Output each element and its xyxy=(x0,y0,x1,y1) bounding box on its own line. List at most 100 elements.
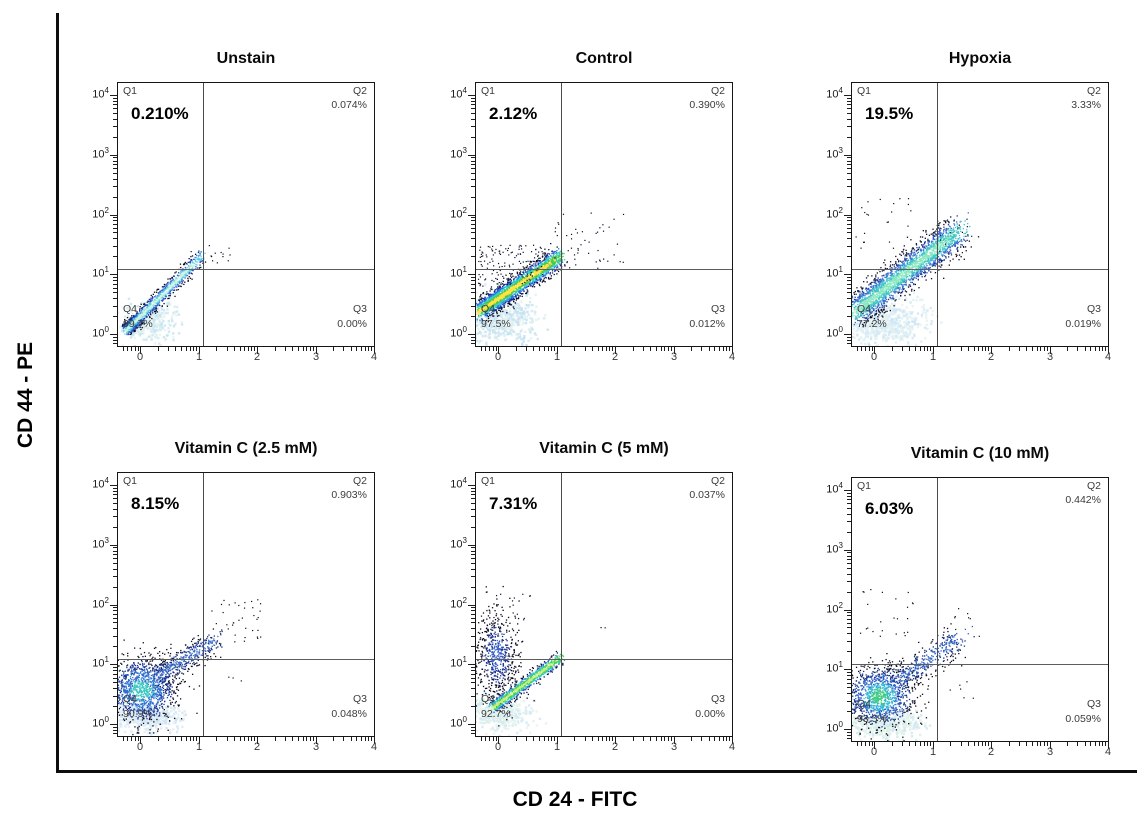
subplot-control: Control Q1 2.12% Q2 0.390% Q3 0.012% Q4 … xyxy=(429,48,737,382)
quadrant-q4-label: Q4 xyxy=(123,303,138,316)
quadrant-gate-vertical-line xyxy=(561,83,562,346)
quadrant-q3-value: 0.012% xyxy=(689,318,725,331)
plot-title: Unstain xyxy=(216,50,276,67)
quadrant-q2-value: 3.33% xyxy=(1071,99,1101,111)
y-tick-label: 102 xyxy=(92,206,109,221)
y-tick-label: 101 xyxy=(826,265,843,280)
quadrant-q1-label: Q1 xyxy=(481,85,496,97)
y-tick-label: 103 xyxy=(92,146,109,161)
quadrant-q4-label: Q4 xyxy=(123,693,138,706)
plot-title: Vitamin C (5 mM) xyxy=(539,440,669,457)
quadrant-q3-label: Q3 xyxy=(352,693,367,706)
quadrant-q4-value: 92.7% xyxy=(481,708,511,721)
y-tick-label: 100 xyxy=(450,325,467,340)
y-axis-label: CD 44 - PE xyxy=(14,341,37,449)
quadrant-q1-label: Q1 xyxy=(857,480,872,492)
y-tick-label: 100 xyxy=(450,715,467,730)
y-tick-label: 100 xyxy=(92,325,109,340)
quadrant-q2-value: 0.442% xyxy=(1065,494,1101,506)
quadrant-q2-label: Q2 xyxy=(1086,480,1101,492)
quadrant-q3-label: Q3 xyxy=(1086,698,1101,711)
quadrant-q3-value: 0.048% xyxy=(331,708,367,721)
quadrant-q3-value: 0.019% xyxy=(1065,318,1101,331)
y-tick-label: 101 xyxy=(92,655,109,670)
x-tick-label: 2 xyxy=(611,351,619,363)
quadrant-q3-label: Q3 xyxy=(352,303,367,316)
quadrant-q1-value: 8.15% xyxy=(131,494,180,513)
x-tick-label: 4 xyxy=(728,351,736,363)
x-tick-label: 0 xyxy=(494,741,502,753)
scatter-canvas xyxy=(118,473,374,736)
x-tick-label: 1 xyxy=(553,351,561,363)
plot-title: Hypoxia xyxy=(948,50,1012,67)
y-tick-label: 103 xyxy=(92,536,109,551)
x-tick-label: 3 xyxy=(1046,746,1054,758)
x-tick-label: 2 xyxy=(611,741,619,753)
x-tick-label: 2 xyxy=(987,746,995,758)
quadrant-q4-value: 99.7% xyxy=(123,318,153,331)
y-tick-label: 101 xyxy=(826,660,843,675)
subplot-unstain: Unstain Q1 0.210% Q2 0.074% Q3 0.00% Q4 … xyxy=(71,48,379,382)
y-tick-label: 101 xyxy=(450,655,467,670)
x-tick-label: 3 xyxy=(670,351,678,363)
plot-frame: Q1 2.12% Q2 0.390% Q3 0.012% Q4 97.5% xyxy=(475,82,733,347)
plot-title: Vitamin C (10 mM) xyxy=(910,445,1050,462)
subplot-vitamin-c-2-5mm: Vitamin C (2.5 mM) Q1 8.15% Q2 0.903% Q3… xyxy=(71,438,379,772)
y-tick-label: 102 xyxy=(450,596,467,611)
x-tick-label: 1 xyxy=(929,351,937,363)
quadrant-q4-label: Q4 xyxy=(857,698,872,711)
quadrant-gate-horizontal-line xyxy=(118,269,374,270)
y-tick-label: 103 xyxy=(826,146,843,161)
quadrant-q2-value: 0.903% xyxy=(331,489,367,501)
quadrant-q1-label: Q1 xyxy=(857,85,872,97)
quadrant-q3-value: 0.00% xyxy=(337,318,367,331)
x-tick-label: 1 xyxy=(195,351,203,363)
x-tick-label: 4 xyxy=(370,741,378,753)
quadrant-q2-label: Q2 xyxy=(1086,85,1101,97)
quadrant-gate-horizontal-line xyxy=(852,269,1108,270)
x-tick-label: 0 xyxy=(136,351,144,363)
x-tick-label: 2 xyxy=(253,351,261,363)
x-tick-label: 4 xyxy=(1104,746,1112,758)
x-tick-label: 3 xyxy=(312,741,320,753)
scatter-canvas xyxy=(476,473,732,736)
x-tick-label: 4 xyxy=(370,351,378,363)
quadrant-q2-label: Q2 xyxy=(352,85,367,97)
quadrant-q3-label: Q3 xyxy=(1086,303,1101,316)
y-tick-label: 104 xyxy=(92,476,109,491)
figure-y-axis-line xyxy=(56,13,59,773)
y-tick-label: 103 xyxy=(450,536,467,551)
quadrant-gate-vertical-line xyxy=(203,83,204,346)
scatter-canvas xyxy=(118,83,374,346)
y-tick-label: 102 xyxy=(826,206,843,221)
x-tick-label: 0 xyxy=(870,351,878,363)
quadrant-q4-label: Q4 xyxy=(481,693,496,706)
quadrant-gate-horizontal-line xyxy=(118,659,374,660)
x-tick-label: 2 xyxy=(253,741,261,753)
x-tick-label: 3 xyxy=(670,741,678,753)
quadrant-q3-label: Q3 xyxy=(710,303,725,316)
quadrant-q1-value: 7.31% xyxy=(489,494,538,513)
quadrant-q1-value: 2.12% xyxy=(489,104,538,123)
x-tick-label: 0 xyxy=(136,741,144,753)
quadrant-q2-label: Q2 xyxy=(710,85,725,97)
quadrant-q2-value: 0.390% xyxy=(689,99,725,111)
quadrant-q4-value: 90.9% xyxy=(123,708,153,721)
x-tick-label: 0 xyxy=(870,746,878,758)
subplot-vitamin-c-5mm: Vitamin C (5 mM) Q1 7.31% Q2 0.037% Q3 0… xyxy=(429,438,737,772)
x-tick-label: 1 xyxy=(553,741,561,753)
quadrant-q4-value: 77.2% xyxy=(857,318,887,331)
quadrant-q1-value: 0.210% xyxy=(131,104,189,123)
y-tick-label: 104 xyxy=(826,481,843,496)
quadrant-q4-label: Q4 xyxy=(857,303,872,316)
subplot-vitamin-c-10mm: Vitamin C (10 mM) Q1 6.03% Q2 0.442% Q3 … xyxy=(805,443,1113,777)
scatter-canvas xyxy=(852,478,1108,741)
quadrant-q1-label: Q1 xyxy=(123,85,138,97)
quadrant-gate-vertical-line xyxy=(561,473,562,736)
quadrant-gate-vertical-line xyxy=(937,83,938,346)
x-tick-label: 0 xyxy=(494,351,502,363)
plot-frame: Q1 19.5% Q2 3.33% Q3 0.019% Q4 77.2% xyxy=(851,82,1109,347)
y-tick-label: 103 xyxy=(450,146,467,161)
quadrant-q2-value: 0.037% xyxy=(689,489,725,501)
